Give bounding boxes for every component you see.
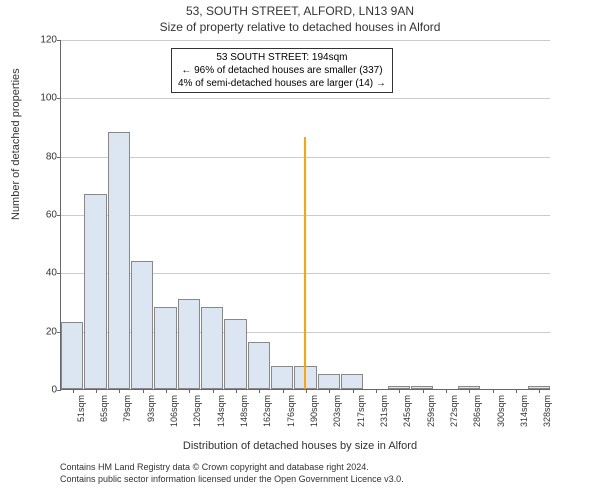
footer-licence: Contains public sector information licen… xyxy=(60,474,404,484)
annotation-line: ← 96% of detached houses are smaller (33… xyxy=(178,64,386,77)
x-tick-label: 314sqm xyxy=(519,395,529,427)
y-tick-label: 80 xyxy=(46,151,57,162)
x-tick-label: 176sqm xyxy=(286,395,296,427)
histogram-bar xyxy=(318,374,340,389)
x-tick-label: 65sqm xyxy=(99,395,109,422)
x-tick-label: 148sqm xyxy=(239,395,249,427)
grid-line xyxy=(61,40,550,41)
x-tick-label: 162sqm xyxy=(262,395,272,427)
x-axis-label: Distribution of detached houses by size … xyxy=(0,440,600,452)
y-tick-label: 100 xyxy=(40,93,57,104)
property-marker-line xyxy=(304,137,306,389)
x-tick-label: 120sqm xyxy=(192,395,202,427)
chart-title: 53, SOUTH STREET, ALFORD, LN13 9AN xyxy=(0,4,600,18)
x-tick-label: 259sqm xyxy=(426,395,436,427)
footer-copyright: Contains HM Land Registry data © Crown c… xyxy=(60,462,369,472)
histogram-bar xyxy=(201,307,223,389)
x-tick-label: 245sqm xyxy=(402,395,412,427)
y-tick-label: 60 xyxy=(46,210,57,221)
x-tick-label: 231sqm xyxy=(379,395,389,427)
x-tick-label: 286sqm xyxy=(472,395,482,427)
histogram-bar xyxy=(224,319,246,389)
x-tick-label: 79sqm xyxy=(122,395,132,422)
histogram-bar xyxy=(131,261,153,389)
y-tick-label: 120 xyxy=(40,35,57,46)
x-tick-label: 203sqm xyxy=(332,395,342,427)
x-tick-label: 217sqm xyxy=(356,395,366,427)
x-tick-label: 328sqm xyxy=(542,395,552,427)
x-tick-label: 190sqm xyxy=(309,395,319,427)
chart-subtitle: Size of property relative to detached ho… xyxy=(0,20,600,34)
x-tick-label: 134sqm xyxy=(216,395,226,427)
histogram-bar xyxy=(108,132,130,389)
grid-line xyxy=(61,98,550,99)
x-tick-label: 106sqm xyxy=(169,395,179,427)
annotation-line: 4% of semi-detached houses are larger (1… xyxy=(178,77,386,90)
histogram-bar xyxy=(84,194,106,389)
x-tick-label: 300sqm xyxy=(496,395,506,427)
annotation-callout: 53 SOUTH STREET: 194sqm← 96% of detached… xyxy=(171,48,393,93)
x-tick-label: 51sqm xyxy=(76,395,86,422)
histogram-bar xyxy=(154,307,176,389)
y-tick-label: 0 xyxy=(51,385,57,396)
histogram-bar xyxy=(341,374,363,389)
y-tick-label: 40 xyxy=(46,268,57,279)
x-tick-label: 272sqm xyxy=(449,395,459,427)
chart-plot-area: 02040608010012051sqm65sqm79sqm93sqm106sq… xyxy=(60,40,550,390)
x-tick-label: 93sqm xyxy=(146,395,156,422)
histogram-bar xyxy=(178,299,200,389)
y-axis-label: Number of detached properties xyxy=(10,68,22,220)
y-tick-label: 20 xyxy=(46,326,57,337)
annotation-line: 53 SOUTH STREET: 194sqm xyxy=(178,51,386,64)
histogram-bar xyxy=(248,342,270,389)
histogram-bar xyxy=(271,366,293,389)
histogram-bar xyxy=(61,322,83,389)
